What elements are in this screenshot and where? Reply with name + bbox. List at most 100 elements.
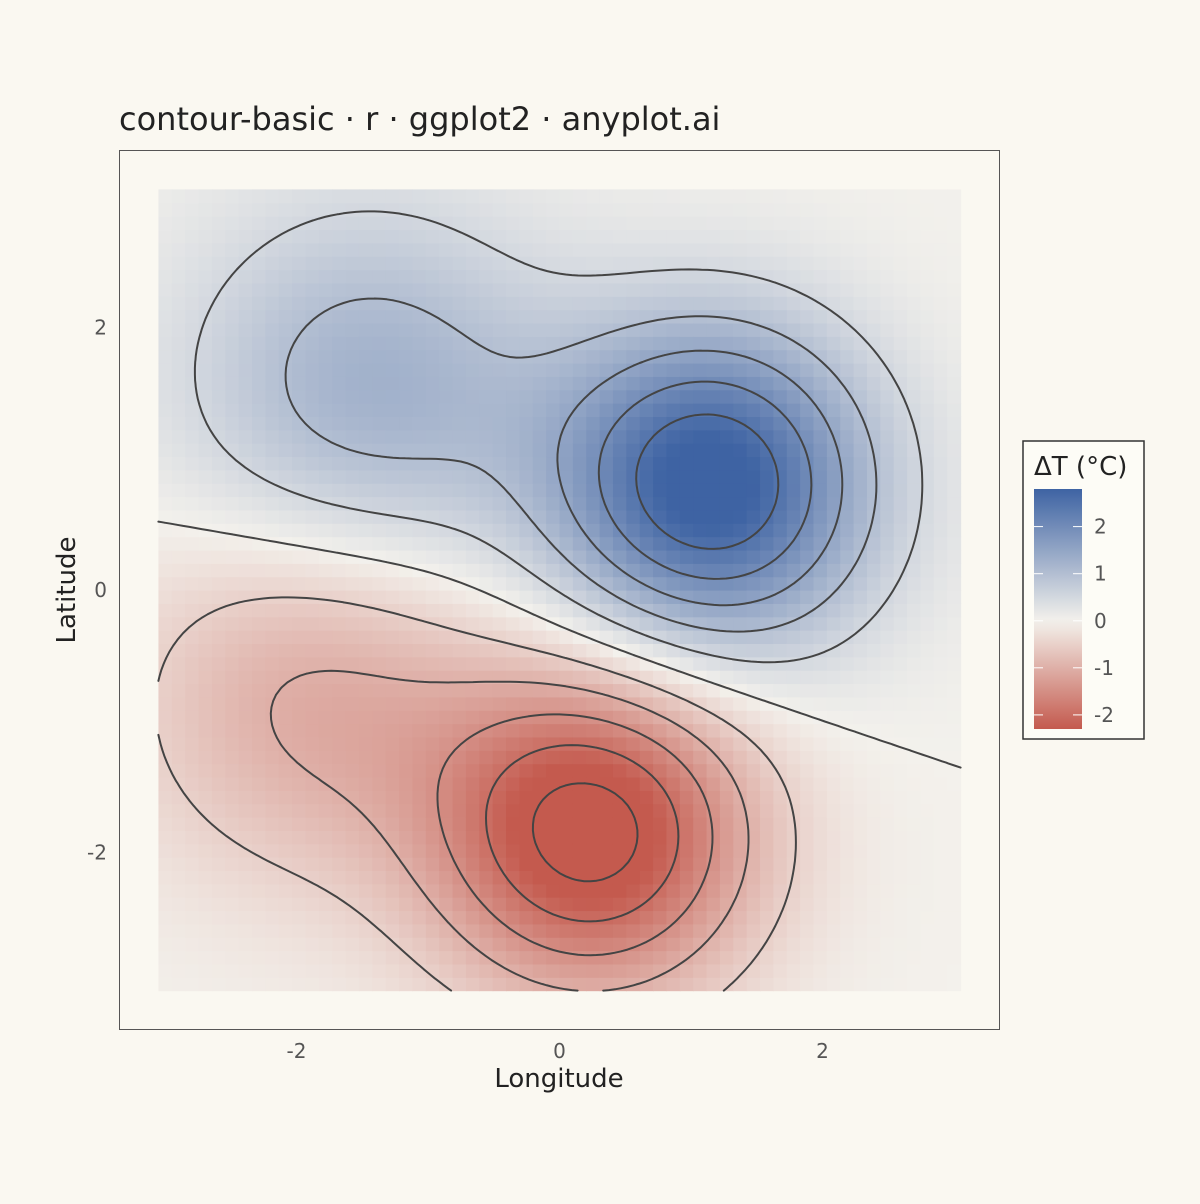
heatmap-cell <box>706 282 721 297</box>
heatmap-cell <box>278 416 293 431</box>
heatmap-cell <box>506 710 520 725</box>
heatmap-cell <box>238 416 253 431</box>
heatmap-cell <box>332 309 347 324</box>
heatmap-cell <box>666 429 681 444</box>
heatmap-cell <box>465 857 480 872</box>
heatmap-cell <box>332 282 347 297</box>
heatmap-cell <box>880 216 895 231</box>
heatmap-cell <box>318 389 333 404</box>
heatmap-cell <box>265 443 280 458</box>
heatmap-cell <box>947 469 962 484</box>
heatmap-cell <box>559 643 574 658</box>
heatmap-cell <box>546 950 561 965</box>
heatmap-cell <box>826 496 841 511</box>
heatmap-cell <box>372 189 387 204</box>
heatmap-cell <box>893 883 908 898</box>
heatmap-cell <box>813 216 828 231</box>
heatmap-cell <box>452 242 467 257</box>
heatmap-cell <box>612 923 627 938</box>
heatmap-cell <box>572 216 587 231</box>
heatmap-cell <box>385 696 400 711</box>
heatmap-cell <box>465 683 480 698</box>
heatmap-cell <box>412 817 427 831</box>
heatmap-cell <box>746 376 761 391</box>
heatmap-cell <box>305 269 320 284</box>
heatmap-cell <box>866 296 881 311</box>
heatmap-cell <box>385 883 400 898</box>
heatmap-cell <box>465 763 480 778</box>
heatmap-cell <box>626 937 641 952</box>
heatmap-cell <box>479 763 494 778</box>
heatmap-cell <box>719 403 734 417</box>
heatmap-cell <box>907 817 922 831</box>
heatmap-cell <box>265 683 280 698</box>
heatmap-cell <box>519 456 534 471</box>
heatmap-cell <box>506 897 520 912</box>
heatmap-cell <box>425 269 440 284</box>
heatmap-cell <box>439 389 454 404</box>
heatmap-cell <box>439 189 454 204</box>
heatmap-cell <box>225 616 240 631</box>
heatmap-cell <box>171 977 186 992</box>
heatmap-cell <box>211 670 226 685</box>
heatmap-cell <box>666 229 681 244</box>
heatmap-cell <box>225 643 240 658</box>
heatmap-cell <box>666 202 681 217</box>
heatmap-cell <box>612 296 627 311</box>
heatmap-cell <box>826 803 841 818</box>
heatmap-cell <box>653 429 668 444</box>
heatmap-cell <box>572 443 587 458</box>
heatmap-cell <box>158 950 173 965</box>
heatmap-cell <box>666 776 681 791</box>
heatmap-cell <box>158 403 173 417</box>
heatmap-cell <box>626 923 641 938</box>
heatmap-cell <box>706 242 721 257</box>
heatmap-cell <box>305 923 320 938</box>
heatmap-cell <box>733 763 748 778</box>
heatmap-cell <box>866 269 881 284</box>
heatmap-cell <box>666 576 681 591</box>
heatmap-cell <box>305 603 320 618</box>
heatmap-cell <box>880 202 895 217</box>
heatmap-cell <box>760 883 774 898</box>
heatmap-cell <box>492 536 507 551</box>
heatmap-cell <box>332 216 347 231</box>
heatmap-cell <box>800 269 815 284</box>
heatmap-cell <box>880 643 895 658</box>
heatmap-cell <box>332 523 347 538</box>
heatmap-cell <box>907 696 922 711</box>
heatmap-cell <box>853 563 868 578</box>
heatmap-cell <box>612 843 627 858</box>
heatmap-cell <box>679 416 694 431</box>
heatmap-cell <box>211 483 226 498</box>
heatmap-cell <box>185 336 200 351</box>
heatmap-cell <box>706 696 721 711</box>
heatmap-cell <box>238 242 253 257</box>
heatmap-cell <box>586 937 601 952</box>
heatmap-cell <box>853 269 868 284</box>
heatmap-cell <box>880 670 895 685</box>
heatmap-cell <box>666 483 681 498</box>
heatmap-cell <box>385 616 400 631</box>
heatmap-cell <box>572 296 587 311</box>
heatmap-cell <box>853 977 868 992</box>
heatmap-cell <box>679 549 694 564</box>
heatmap-cell <box>853 469 868 484</box>
heatmap-cell <box>158 269 173 284</box>
heatmap-cell <box>586 322 601 337</box>
heatmap-cell <box>840 630 855 645</box>
heatmap-cell <box>586 817 601 831</box>
heatmap-cell <box>733 670 748 685</box>
heatmap-cell <box>947 950 962 965</box>
heatmap-cell <box>559 603 574 618</box>
heatmap-cell <box>305 376 320 391</box>
legend-tick-label: -1 <box>1094 656 1114 680</box>
heatmap-cell <box>358 590 373 604</box>
heatmap-cell <box>599 322 614 337</box>
heatmap-cell <box>439 683 454 698</box>
heatmap-cell <box>880 309 895 324</box>
heatmap-cell <box>465 656 480 671</box>
heatmap-cell <box>826 576 841 591</box>
heatmap-cell <box>639 897 654 912</box>
heatmap-cell <box>198 336 213 351</box>
